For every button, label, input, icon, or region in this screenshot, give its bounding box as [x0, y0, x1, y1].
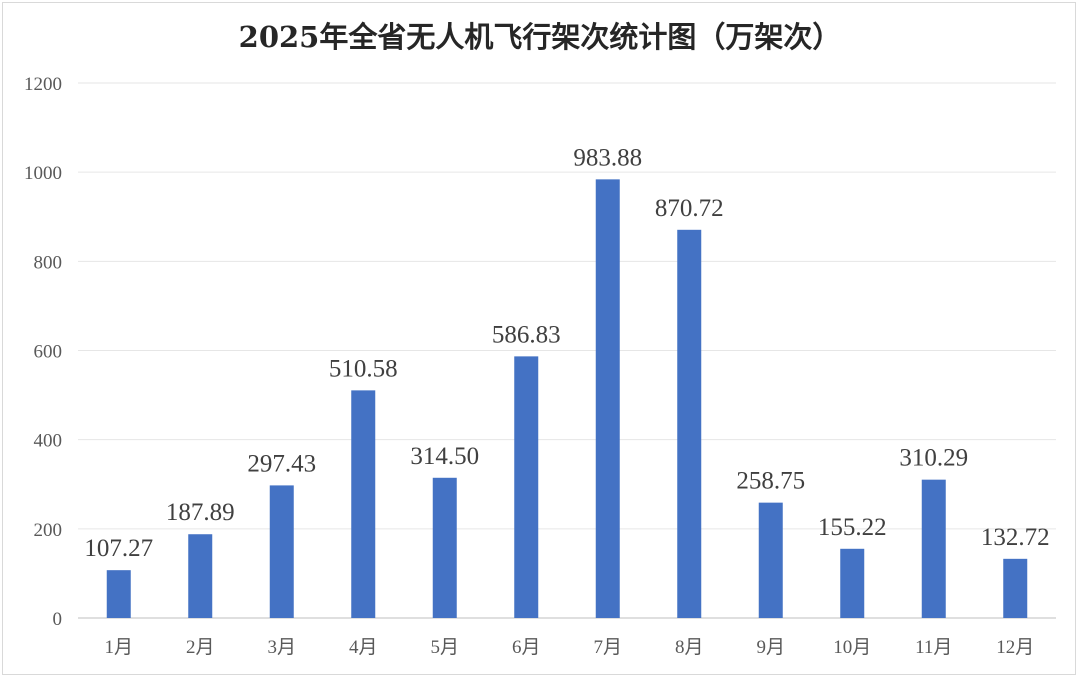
x-tick-label-12: 12月	[996, 637, 1034, 658]
data-label-8: 870.72	[655, 195, 724, 222]
y-tick-label: 1000	[24, 163, 62, 184]
bars	[106, 179, 1028, 618]
x-tick-label-10: 10月	[833, 637, 871, 658]
bar-3	[269, 485, 294, 618]
y-tick-label: 400	[34, 431, 63, 452]
x-tick-label-9: 9月	[756, 637, 785, 658]
data-label-2: 187.89	[166, 499, 235, 526]
x-tick-label-11: 11月	[915, 637, 952, 658]
bar-6	[514, 356, 539, 618]
data-label-4: 510.58	[329, 355, 398, 382]
bar-1	[106, 570, 131, 618]
data-label-11: 310.29	[899, 445, 968, 472]
data-label-3: 297.43	[247, 450, 316, 477]
bar-10	[840, 548, 865, 618]
bar-8	[677, 229, 702, 618]
data-label-7: 983.88	[573, 144, 642, 171]
data-label-12: 132.72	[981, 524, 1050, 551]
data-label-1: 107.27	[84, 535, 153, 562]
data-label-10: 155.22	[818, 514, 887, 541]
bar-2	[188, 534, 213, 618]
y-tick-label: 800	[34, 252, 63, 273]
data-label-9: 258.75	[736, 468, 805, 495]
x-tick-label-6: 6月	[512, 637, 541, 658]
x-tick-label-8: 8月	[675, 637, 704, 658]
x-tick-label-1: 1月	[104, 637, 133, 658]
x-tick-label-7: 7月	[593, 637, 622, 658]
bar-12	[1003, 558, 1028, 618]
data-label-6: 586.83	[492, 321, 561, 348]
data-label-5: 314.50	[410, 443, 479, 470]
y-tick-label: 0	[53, 609, 63, 630]
chart-title: 2025年全省无人机飞行架次统计图（万架次）	[238, 20, 842, 54]
x-axis-ticks: 1月 2月 3月 4月 5月 6月 7月 8月 9月 10月 11月 12月	[104, 637, 1034, 658]
bar-9	[758, 502, 783, 618]
y-tick-label: 1200	[24, 74, 62, 95]
y-tick-label: 600	[34, 342, 63, 363]
x-tick-label-4: 4月	[349, 637, 378, 658]
y-tick-label: 200	[34, 520, 63, 541]
bar-4	[351, 390, 376, 618]
x-tick-label-2: 2月	[186, 637, 215, 658]
y-axis-ticks: 0 200 400 600 800 1000 1200	[24, 74, 62, 630]
bar-5	[432, 477, 457, 618]
bar-11	[921, 479, 946, 618]
bar-7	[595, 179, 620, 618]
x-tick-label-5: 5月	[430, 637, 459, 658]
x-tick-label-3: 3月	[267, 637, 296, 658]
data-labels: 107.27 187.89 297.43 510.58 314.50 586.83 983.…	[84, 144, 1049, 562]
gridlines	[78, 82, 1056, 619]
